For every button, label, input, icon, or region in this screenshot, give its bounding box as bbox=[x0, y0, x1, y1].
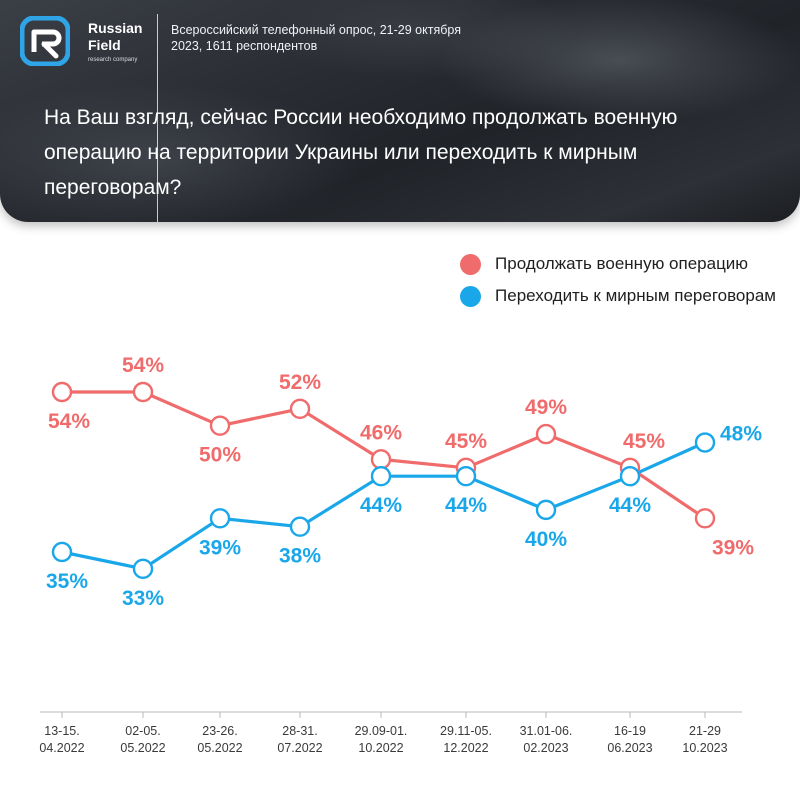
x-tick-label: 29.09-01. bbox=[355, 724, 408, 738]
header-banner: Russian Field research company Всероссий… bbox=[0, 0, 800, 222]
data-label-continue: 49% bbox=[525, 396, 567, 419]
x-tick-label: 02.2023 bbox=[523, 741, 568, 755]
question-title: На Ваш взгляд, сейчас России необходимо … bbox=[44, 106, 678, 199]
data-point-negotiate bbox=[51, 541, 73, 563]
data-point-continue bbox=[132, 381, 154, 403]
data-point-negotiate bbox=[455, 466, 477, 487]
data-point-continue bbox=[289, 398, 311, 420]
data-label-negotiate: 44% bbox=[360, 494, 402, 517]
x-tick-label: 06.2023 bbox=[607, 741, 652, 755]
x-tick-label: 10.2022 bbox=[358, 741, 403, 755]
data-label-continue: 54% bbox=[48, 410, 90, 433]
header-divider bbox=[157, 14, 158, 222]
data-point-continue bbox=[370, 449, 392, 470]
survey-info: Всероссийский телефонный опрос, 21-29 ок… bbox=[171, 23, 461, 53]
data-label-negotiate: 44% bbox=[445, 494, 487, 517]
legend-item-negotiate: Переходить к мирным переговорам bbox=[460, 280, 776, 312]
data-label-continue: 54% bbox=[122, 354, 164, 377]
brand-tagline: research company bbox=[88, 57, 138, 63]
data-point-negotiate bbox=[694, 432, 716, 453]
data-label-negotiate: 40% bbox=[525, 528, 567, 551]
data-label-negotiate: 35% bbox=[46, 570, 88, 593]
data-label-continue: 45% bbox=[445, 430, 487, 453]
x-tick-label: 02-05. bbox=[125, 724, 160, 738]
data-label-negotiate: 39% bbox=[199, 536, 241, 559]
brand-line-1: Russian bbox=[88, 20, 143, 36]
brand-line-2: Field bbox=[88, 37, 121, 53]
data-label-negotiate: 48% bbox=[720, 423, 762, 446]
x-tick-label: 05.2022 bbox=[197, 741, 242, 755]
data-label-continue: 46% bbox=[360, 421, 402, 444]
data-point-negotiate bbox=[209, 508, 231, 529]
legend-item-continue: Продолжать военную операцию bbox=[460, 248, 776, 280]
legend-marker-negotiate bbox=[460, 285, 482, 307]
data-point-negotiate bbox=[619, 466, 641, 487]
russian-field-logo-icon bbox=[20, 16, 70, 66]
data-point-continue bbox=[535, 423, 557, 445]
x-tick-label: 12.2022 bbox=[443, 741, 488, 755]
data-label-negotiate: 33% bbox=[122, 587, 164, 610]
data-point-negotiate bbox=[132, 558, 154, 580]
data-label-continue: 52% bbox=[279, 371, 321, 394]
data-label-continue: 45% bbox=[623, 430, 665, 453]
legend-label-negotiate: Переходить к мирным переговорам bbox=[495, 286, 776, 305]
brand-name: Russian Field research company bbox=[88, 20, 142, 65]
data-point-continue bbox=[209, 415, 231, 436]
x-tick-label: 04.2022 bbox=[39, 741, 84, 755]
legend-marker-continue bbox=[460, 253, 482, 275]
legend-label-continue: Продолжать военную операцию bbox=[495, 254, 749, 273]
data-label-negotiate: 44% bbox=[609, 494, 651, 517]
x-tick-label: 13-15. bbox=[44, 724, 79, 738]
data-point-negotiate bbox=[370, 466, 392, 487]
data-point-continue bbox=[694, 508, 716, 529]
x-tick-label: 21-29 bbox=[689, 724, 721, 738]
data-point-negotiate bbox=[289, 516, 311, 537]
chart-legend: Продолжать военную операцию Переходить к… bbox=[460, 248, 776, 312]
data-point-negotiate bbox=[535, 499, 557, 521]
data-label-negotiate: 38% bbox=[279, 545, 321, 568]
x-tick-label: 23-26. bbox=[202, 724, 237, 738]
x-tick-label: 28-31. bbox=[282, 724, 317, 738]
x-tick-label: 31.01-06. bbox=[520, 724, 573, 738]
x-tick-label: 16-19 bbox=[614, 724, 646, 738]
data-label-continue: 39% bbox=[712, 536, 754, 559]
data-point-continue bbox=[51, 381, 73, 403]
x-tick-label: 10.2023 bbox=[682, 741, 727, 755]
x-tick-label: 05.2022 bbox=[120, 741, 165, 755]
x-tick-label: 07.2022 bbox=[277, 741, 322, 755]
data-label-continue: 50% bbox=[199, 444, 241, 467]
x-tick-label: 29.11-05. bbox=[440, 724, 492, 738]
